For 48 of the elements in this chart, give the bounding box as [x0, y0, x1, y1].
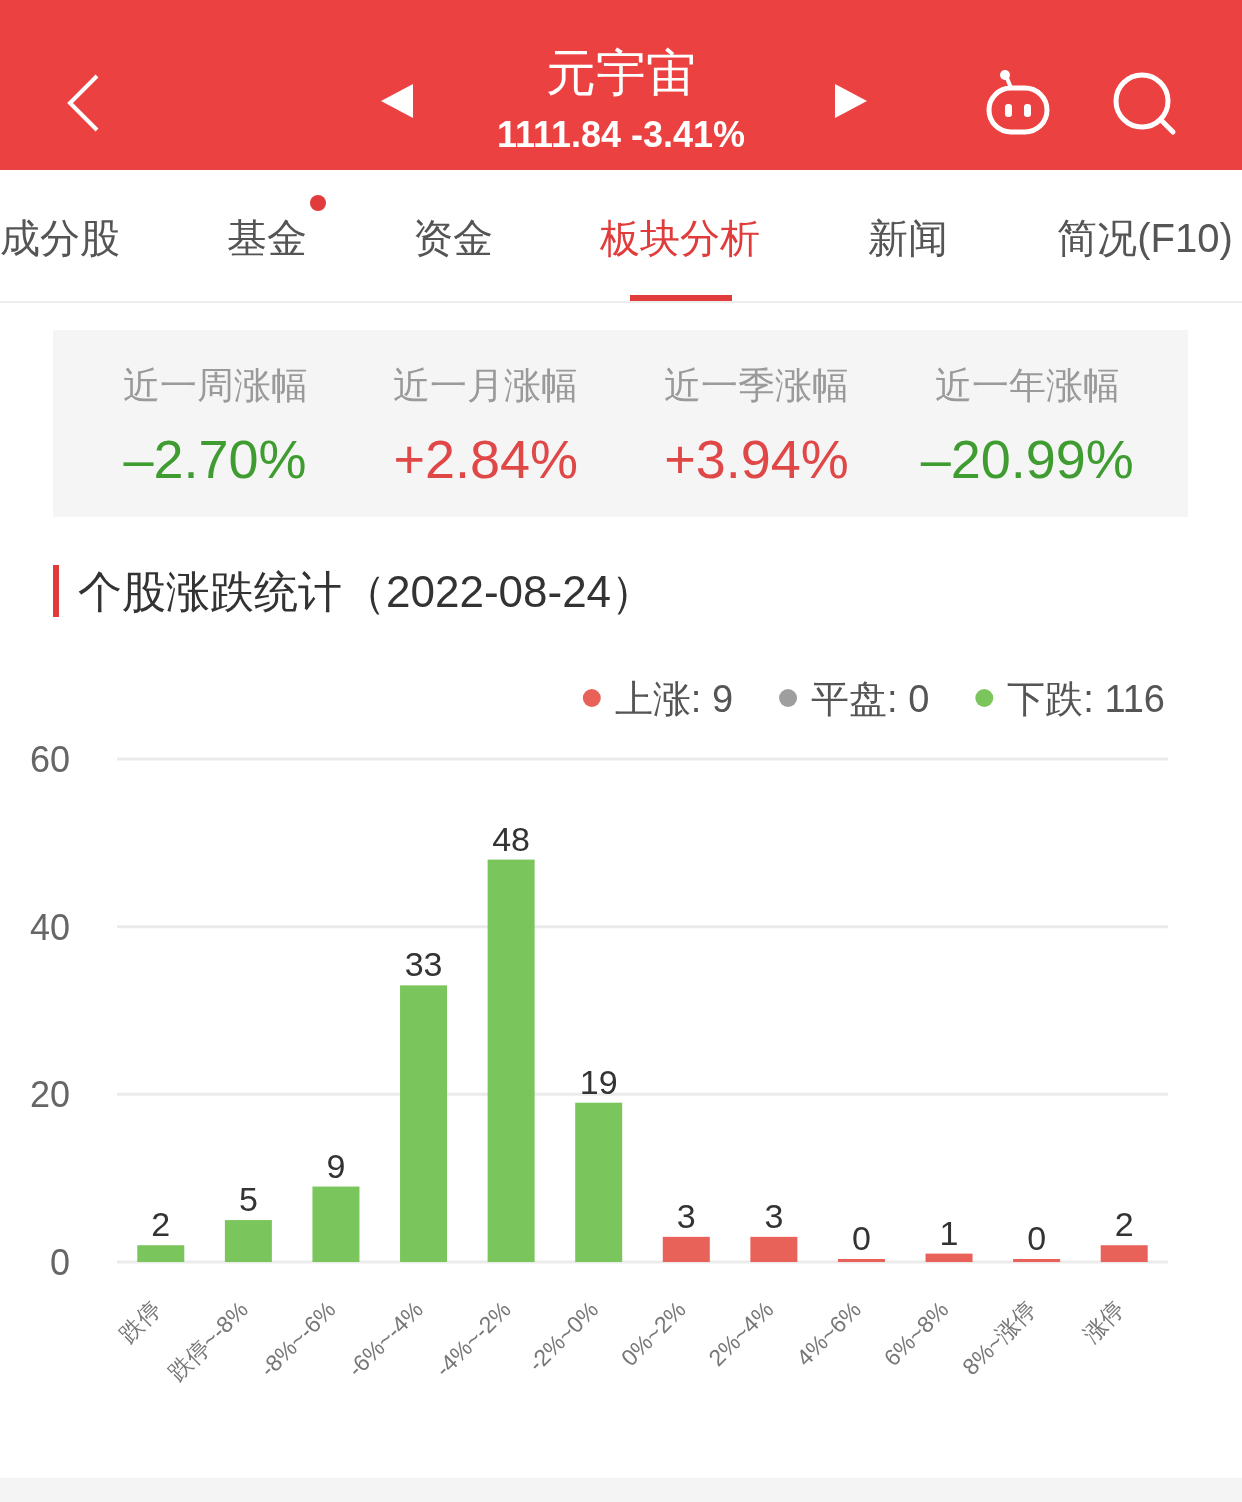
category-label: 近一周涨幅 [122, 365, 308, 406]
y-tick-label: 40 [29, 906, 70, 948]
text: 板块分析 [599, 216, 760, 260]
bar [925, 1253, 973, 1262]
data-label: 0 [852, 1219, 871, 1257]
y-tick-label: 60 [29, 739, 70, 780]
data-label: 2 [151, 1205, 171, 1244]
data-label: +2.84% [393, 429, 579, 489]
data-label: 3 [764, 1196, 784, 1235]
bar [662, 1236, 710, 1262]
text: 1111.84 -3.41% [496, 114, 746, 155]
y-tick-label: 20 [29, 1074, 70, 1116]
text: 成分股 [0, 216, 120, 260]
category-label: 近一年涨幅 [934, 365, 1120, 406]
bar [487, 859, 535, 1262]
data-label: 33 [404, 945, 443, 984]
text: 元宇宙 [546, 45, 696, 101]
x-tick-label: 涨停 [1077, 1296, 1129, 1348]
bar [400, 985, 448, 1262]
x-tick-label: 跌停 [114, 1296, 166, 1348]
legend-label: 上涨: 9 [614, 678, 734, 720]
data-label: +3.94% [664, 429, 849, 489]
category-label: 近一季涨幅 [664, 365, 849, 406]
bar [224, 1220, 272, 1262]
bar [137, 1245, 185, 1262]
text: 新闻 [868, 216, 948, 260]
legend-label: 平盘: 0 [811, 678, 930, 720]
data-label: 2 [1114, 1205, 1134, 1244]
data-label: 19 [579, 1062, 618, 1101]
bar [575, 1102, 623, 1262]
bar [750, 1236, 798, 1262]
text: 简况(F10) [1057, 216, 1233, 260]
data-label: –20.99% [920, 429, 1134, 489]
text: 资金 [413, 216, 493, 260]
y-tick-label: 0 [49, 1242, 70, 1283]
data-label: 0 [1027, 1219, 1047, 1257]
text: 基金 [227, 216, 307, 260]
data-label: –2.70% [123, 429, 307, 489]
legend-label: 下跌: 116 [1007, 678, 1165, 720]
data-label: 9 [326, 1146, 346, 1185]
bar [312, 1186, 360, 1262]
data-label: 5 [238, 1180, 258, 1219]
category-label: 近一月涨幅 [393, 365, 579, 406]
data-label: 48 [492, 819, 531, 858]
data-label: 1 [939, 1213, 959, 1252]
data-label: 3 [676, 1196, 696, 1235]
bar [1100, 1245, 1148, 1262]
chart-title: 个股涨跌统计（2022-08-24） [78, 567, 656, 616]
